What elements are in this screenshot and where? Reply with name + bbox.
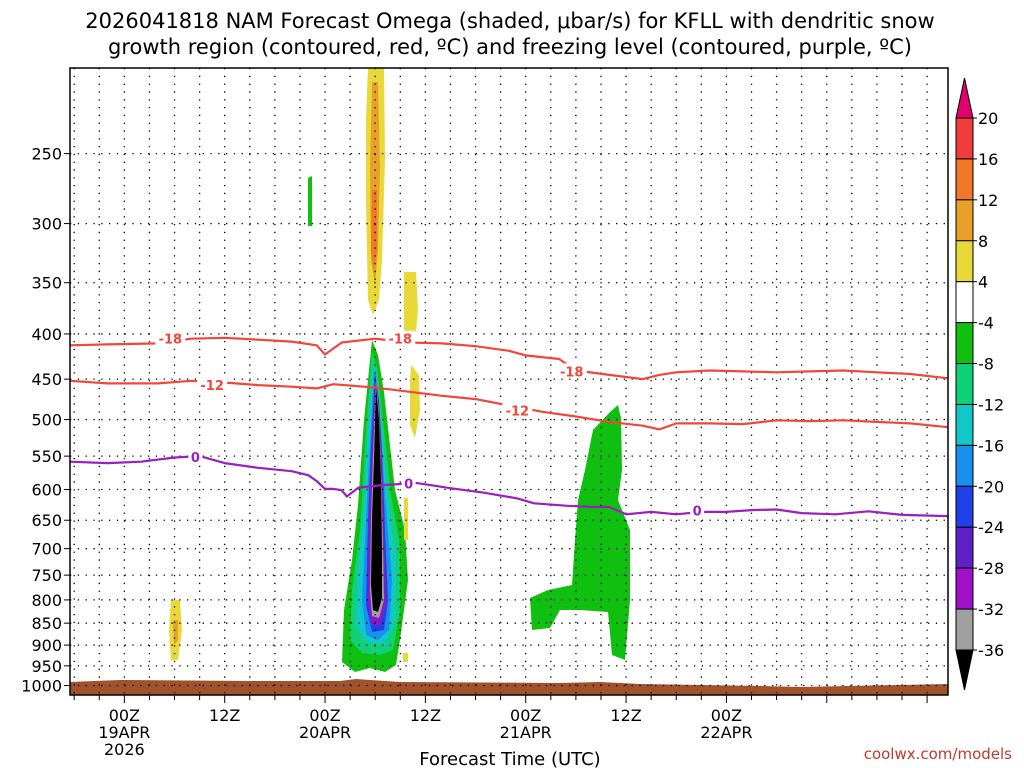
colorbar-label: 20 — [978, 109, 998, 128]
x-tick-label: 00Z — [109, 706, 140, 725]
x-tick-date: 19APR — [98, 723, 150, 742]
y-tick-label: 400 — [31, 325, 62, 344]
y-tick-label: 750 — [31, 566, 62, 585]
colorbar-label: 12 — [978, 191, 998, 210]
colorbar-swatch — [955, 158, 974, 201]
x-tick-date: 20APR — [299, 723, 351, 742]
y-axis: 250 300 350 400 450 500 550 600 650 700 750 800 850 9… — [21, 145, 70, 696]
x-tick-label: 00Z — [510, 706, 541, 725]
omega-orange-patch-c — [173, 620, 178, 645]
colorbar-swatch — [955, 608, 974, 651]
colorbar-label: -32 — [978, 600, 1004, 619]
x-tick-label: 12Z — [209, 706, 240, 725]
x-tick-date: 22APR — [700, 723, 752, 742]
colorbar-label: -12 — [978, 395, 1004, 414]
y-tick-label: 600 — [31, 481, 62, 500]
colorbar-label: -20 — [978, 477, 1004, 496]
y-tick-label: 950 — [31, 657, 62, 676]
y-tick-label: 250 — [31, 145, 62, 164]
colorbar-swatch — [955, 322, 974, 365]
contour-label-bg — [155, 330, 186, 346]
omega-yellow-dot-a — [404, 498, 408, 540]
omega-column-black — [371, 386, 382, 612]
x-tick-year: 2026 — [104, 740, 145, 759]
contour-label-bg — [197, 377, 228, 393]
contour-label-bg — [502, 402, 533, 418]
y-tick-label: 700 — [31, 540, 62, 559]
contour-label-bg — [401, 475, 416, 491]
x-tick-label: 00Z — [309, 706, 340, 725]
x-tick-date: 21APR — [500, 723, 552, 742]
x-tick-label: 00Z — [711, 706, 742, 725]
contour-line — [70, 455, 948, 518]
contour-label-bg — [385, 330, 416, 346]
credit-text: coolwx.com/models — [864, 745, 1012, 763]
contour-label: 0 — [693, 505, 702, 520]
y-tick-label: 650 — [31, 511, 62, 530]
contour-label: 0 — [404, 478, 413, 493]
contour-label-bg — [188, 448, 203, 464]
x-tick-label: 12Z — [610, 706, 641, 725]
colorbar-label: 4 — [978, 273, 988, 292]
isotherm-contours: -18 -18 -18 -12 -12 0 0 0 — [70, 330, 948, 520]
omega-orange-core — [371, 190, 377, 270]
plot-frame — [69, 67, 949, 696]
colorbar-label: -36 — [978, 641, 1004, 660]
x-axis-label: Forecast Time (UTC) — [419, 749, 600, 768]
y-tick-label: 550 — [31, 447, 62, 466]
colorbar-label: -24 — [978, 518, 1004, 537]
chart-title-line1: 2026041818 NAM Forecast Omega (shaded, μ… — [85, 9, 934, 33]
colorbar-swatch — [955, 567, 974, 610]
contour-label: -18 — [560, 365, 584, 380]
x-tick-label: 12Z — [410, 706, 441, 725]
contour-label-bg — [690, 502, 705, 518]
colorbar-swatch — [955, 281, 974, 324]
colorbar-swatch — [955, 199, 974, 242]
contour-label: -12 — [506, 404, 530, 419]
ground-surface — [70, 679, 948, 695]
colorbar-swatch — [955, 485, 974, 528]
colorbar-label: -16 — [978, 436, 1004, 455]
y-tick-label: 850 — [31, 614, 62, 633]
colorbar: 20 16 12 8 4 -4 -8 -12 -16 -20 -24 -28 -32 -36 — [955, 77, 1004, 691]
omega-green-sliver — [308, 176, 312, 226]
omega-yellow-dot-b — [403, 653, 408, 662]
y-tick-label: 350 — [31, 274, 62, 293]
omega-green-patch-left — [530, 405, 630, 660]
contour-line — [70, 336, 948, 381]
omega-yellow-patch-b — [410, 365, 420, 438]
y-tick-label: 1000 — [21, 677, 62, 696]
colorbar-label: 16 — [978, 150, 998, 169]
contour-label: -18 — [389, 333, 413, 348]
colorbar-top-arrow — [955, 77, 974, 119]
y-tick-label: 300 — [31, 215, 62, 234]
colorbar-swatch — [955, 363, 974, 405]
y-tick-label: 900 — [31, 636, 62, 655]
omega-yellow-patch-a — [404, 272, 418, 332]
chart-title-line2: growth region (contoured, red, ºC) and f… — [108, 35, 912, 59]
y-tick-label: 500 — [31, 411, 62, 430]
colorbar-swatch — [955, 117, 974, 160]
y-tick-label: 450 — [31, 370, 62, 389]
colorbar-bottom-arrow — [955, 649, 974, 691]
colorbar-swatch — [955, 444, 974, 487]
colorbar-swatch — [955, 403, 974, 446]
colorbar-label: 8 — [978, 232, 988, 251]
colorbar-label: -4 — [978, 314, 994, 333]
contour-label: 0 — [191, 451, 200, 466]
contour-label-bg — [556, 363, 587, 379]
contour-label: -18 — [159, 333, 183, 348]
colorbar-label: -8 — [978, 355, 994, 374]
colorbar-swatch — [955, 240, 974, 283]
plot-area: -18 -18 -18 -12 -12 0 0 0 — [70, 68, 948, 695]
y-tick-label: 800 — [31, 591, 62, 610]
colorbar-label: -28 — [978, 559, 1004, 578]
contour-label: -12 — [200, 379, 224, 394]
colorbar-swatch — [955, 526, 974, 569]
